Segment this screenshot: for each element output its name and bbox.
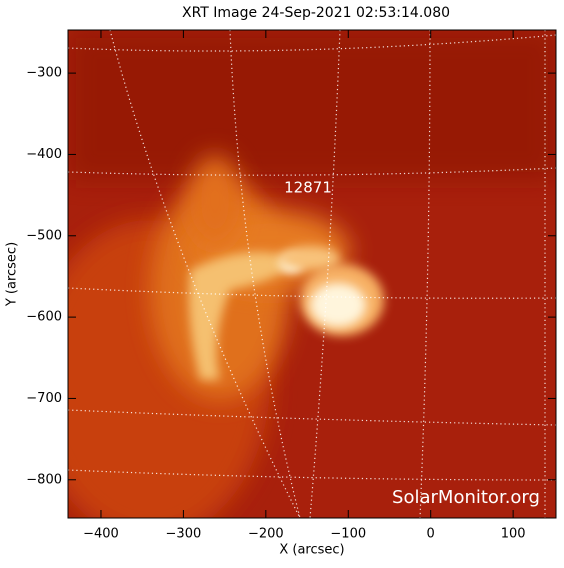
y-tick-label: −500 [26, 228, 62, 243]
x-tick-label: −100 [330, 527, 366, 542]
plot-frame [67, 29, 557, 519]
annotation: 12871 [284, 179, 332, 197]
x-tick-label: 0 [427, 527, 435, 542]
x-tick-label: −300 [166, 527, 202, 542]
watermark: SolarMonitor.org [392, 487, 540, 508]
y-tick-label: −800 [26, 472, 62, 487]
x-axis-label: X (arcsec) [279, 543, 344, 558]
chart-title: XRT Image 24-Sep-2021 02:53:14.080 [182, 5, 450, 21]
y-tick-label: −400 [26, 147, 62, 162]
x-tick-label: −200 [248, 527, 284, 542]
x-tick-label: −400 [83, 527, 119, 542]
solar-image [68, 30, 556, 518]
y-tick-label: −700 [26, 391, 62, 406]
y-axis-label: Y (arcsec) [5, 242, 20, 307]
y-tick-label: −600 [26, 310, 62, 325]
y-tick-label: −300 [26, 66, 62, 81]
x-tick-label: 100 [501, 527, 526, 542]
